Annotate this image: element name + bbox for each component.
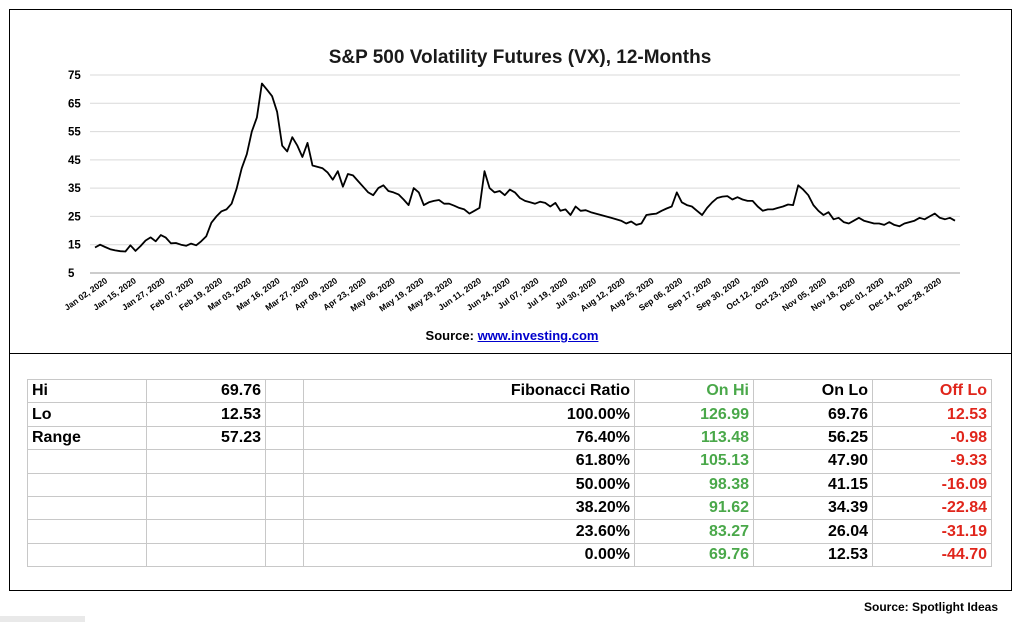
table-cell: 12.53 [872,402,992,427]
table-cell: 38.20% [303,495,635,521]
table-cell: 126.99 [634,402,754,427]
table-cell: 83.27 [634,519,754,544]
table-cell: 105.13 [634,449,754,474]
table-row: Lo 12.53 100.00% 126.99 69.76 12.53 [27,402,992,427]
table-cell: -0.98 [872,425,992,451]
table-row: 38.20% 91.62 34.39 -22.84 [27,495,992,521]
chart-source: Source: www.investing.com [300,328,724,343]
chart-frame [9,9,1012,591]
table-row: 50.00% 98.38 41.15 -16.09 [27,472,992,497]
table-cell: Lo [27,402,147,427]
table-cell [27,472,147,497]
y-tick-label: 35 [68,183,81,195]
table-row: 0.00% 69.76 12.53 -44.70 [27,542,992,568]
footer-source: Source: Spotlight Ideas [863,600,998,614]
table-cell [265,378,304,404]
table-row: 23.60% 83.27 26.04 -31.19 [27,519,992,544]
table-cell: 23.60% [303,519,635,544]
table-header-cell: Fibonacci Ratio [303,378,635,404]
table-cell: 47.90 [753,449,873,474]
chart-title: S&P 500 Volatility Futures (VX), 12-Mont… [329,47,712,68]
table-cell: 56.25 [753,425,873,451]
table-cell [146,542,266,568]
table-cell [265,449,304,474]
table-row: Range 57.23 76.40% 113.48 56.25 -0.98 [27,425,992,451]
chart-source-link[interactable]: www.investing.com [477,328,599,343]
volatility-chart: S&P 500 Volatility Futures (VX), 12-Mont… [62,47,960,313]
table-cell [146,495,266,521]
table-cell [146,519,266,544]
table-cell [265,495,304,521]
table-cell: 69.76 [753,402,873,427]
table-cell: 69.76 [146,378,266,404]
table-cell [265,472,304,497]
grid-lines [90,74,960,274]
table-cell: 61.80% [303,449,635,474]
table-cell: 12.53 [146,402,266,427]
table-cell: 69.76 [634,542,754,568]
table-cell [265,402,304,427]
table-cell [27,519,147,544]
table-row: 61.80% 105.13 47.90 -9.33 [27,449,992,474]
table-header-cell: Off Lo [872,378,992,404]
table-cell: 12.53 [753,542,873,568]
table-cell [146,449,266,474]
table-cell: 100.00% [303,402,635,427]
table-cell: -9.33 [872,449,992,474]
table-cell: 76.40% [303,425,635,451]
table-cell: 34.39 [753,495,873,521]
table-cell [146,472,266,497]
table-cell [27,495,147,521]
table-cell: 113.48 [634,425,754,451]
table-cell: 91.62 [634,495,754,521]
table-cell [265,519,304,544]
table-cell: -31.19 [872,519,992,544]
page-corner-tab [0,616,85,622]
table-cell: Range [27,425,147,451]
table-cell: Hi [27,378,147,404]
table-cell: 41.15 [753,472,873,497]
table-header-cell: On Lo [753,378,873,404]
section-divider [9,353,1012,354]
table-cell: 50.00% [303,472,635,497]
table-cell: 57.23 [146,425,266,451]
table-cell [265,425,304,451]
table-cell: -44.70 [872,542,992,568]
y-axis: 5 15 25 35 45 55 65 75 [68,70,81,280]
fibonacci-table: Hi 69.76 Fibonacci Ratio On Hi On Lo Off Lo Lo… [27,378,992,568]
y-tick-label: 25 [68,211,81,223]
table-cell: 26.04 [753,519,873,544]
table-cell: -16.09 [872,472,992,497]
table-cell [27,542,147,568]
table-cell [27,449,147,474]
table-header-cell: On Hi [634,378,754,404]
table-cell [265,542,304,568]
table-cell: 0.00% [303,542,635,568]
vx-series-line [94,82,956,253]
y-tick-label: 55 [68,127,81,139]
chart-source-prefix: Source: [425,328,474,343]
y-tick-label: 65 [68,98,81,110]
table-cell: -22.84 [872,495,992,521]
y-tick-label: 75 [68,70,81,82]
plot-area [94,82,956,253]
y-tick-label: 15 [68,240,81,252]
table-cell: 98.38 [634,472,754,497]
y-tick-label: 45 [68,155,81,167]
table-row: Hi 69.76 Fibonacci Ratio On Hi On Lo Off Lo [27,378,992,404]
y-tick-label: 5 [68,268,75,280]
